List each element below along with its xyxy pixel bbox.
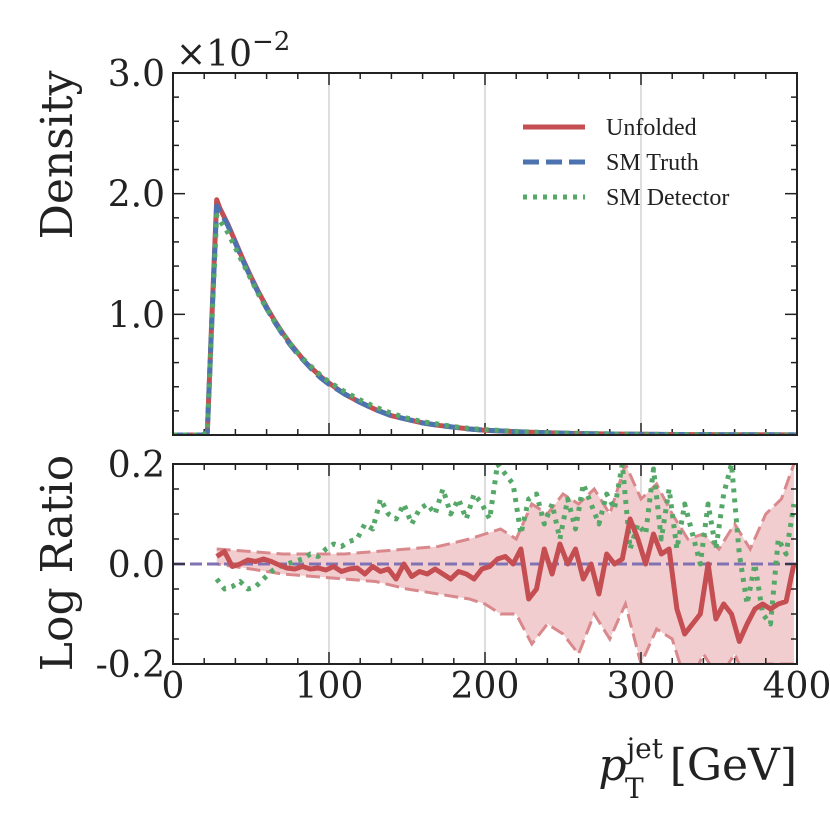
scale-exponent: −2 (252, 27, 290, 57)
density-scale-factor: ×10−2 (176, 27, 290, 75)
density-ytick-labels: 1.0 2.0 3.0 (108, 54, 165, 336)
density-grid (328, 73, 642, 435)
ratio-xtick-label: 100 (295, 666, 364, 707)
legend: Unfolded SM Truth SM Detector (523, 115, 729, 211)
density-series-sm-truth (173, 203, 797, 435)
ratio-xtick-labels: 0 100 200 300 400 (162, 666, 830, 707)
ratio-ytick-label: 0.2 (108, 445, 165, 486)
ratio-panel: -0.2 0.0 0.2 0 100 200 300 400 Log Ratio pjet T… (32, 445, 830, 805)
x-axis-label: pjet T [GeV] (598, 732, 797, 805)
density-ylabel: Density (32, 70, 83, 239)
ratio-axes-frame (172, 463, 798, 665)
ratio-ytick-labels: -0.2 0.0 0.2 (96, 445, 165, 686)
density-axes-frame (172, 72, 798, 436)
ratio-xtick-label: 400 (763, 666, 830, 707)
density-ytick-label: 2.0 (108, 175, 165, 216)
ratio-xtick-label: 200 (451, 666, 520, 707)
ratio-series-unfolded (215, 516, 797, 644)
density-ytick-label: 1.0 (108, 295, 165, 336)
xlabel-unit: [GeV] (670, 740, 797, 791)
xlabel-T: T (625, 772, 644, 805)
density-ytick-label: 3.0 (108, 54, 165, 95)
ratio-ylabel: Log Ratio (32, 455, 83, 671)
ratio-xtick-label: 300 (607, 666, 676, 707)
density-series (173, 197, 797, 435)
xlabel-p: p (598, 740, 626, 791)
legend-label-unfolded: Unfolded (606, 115, 697, 141)
ratio-xtick-label: 0 (162, 666, 185, 707)
ratio-series (214, 464, 797, 644)
density-series-sm-detector (173, 212, 797, 435)
legend-label-sm-detector: SM Detector (606, 185, 729, 211)
density-panel: 1.0 2.0 3.0 ×10−2 Density Unfolded SM Trut… (32, 27, 798, 436)
scale-base: ×10 (176, 34, 252, 75)
ratio-ytick-label: -0.2 (96, 645, 165, 686)
ratio-ytick-label: 0.0 (108, 545, 165, 586)
ratio-band-lower-edge (216, 562, 794, 664)
xlabel-jet: jet (624, 732, 664, 765)
ratio-series-sm-detector (214, 464, 797, 627)
legend-label-sm-truth: SM Truth (606, 150, 699, 176)
